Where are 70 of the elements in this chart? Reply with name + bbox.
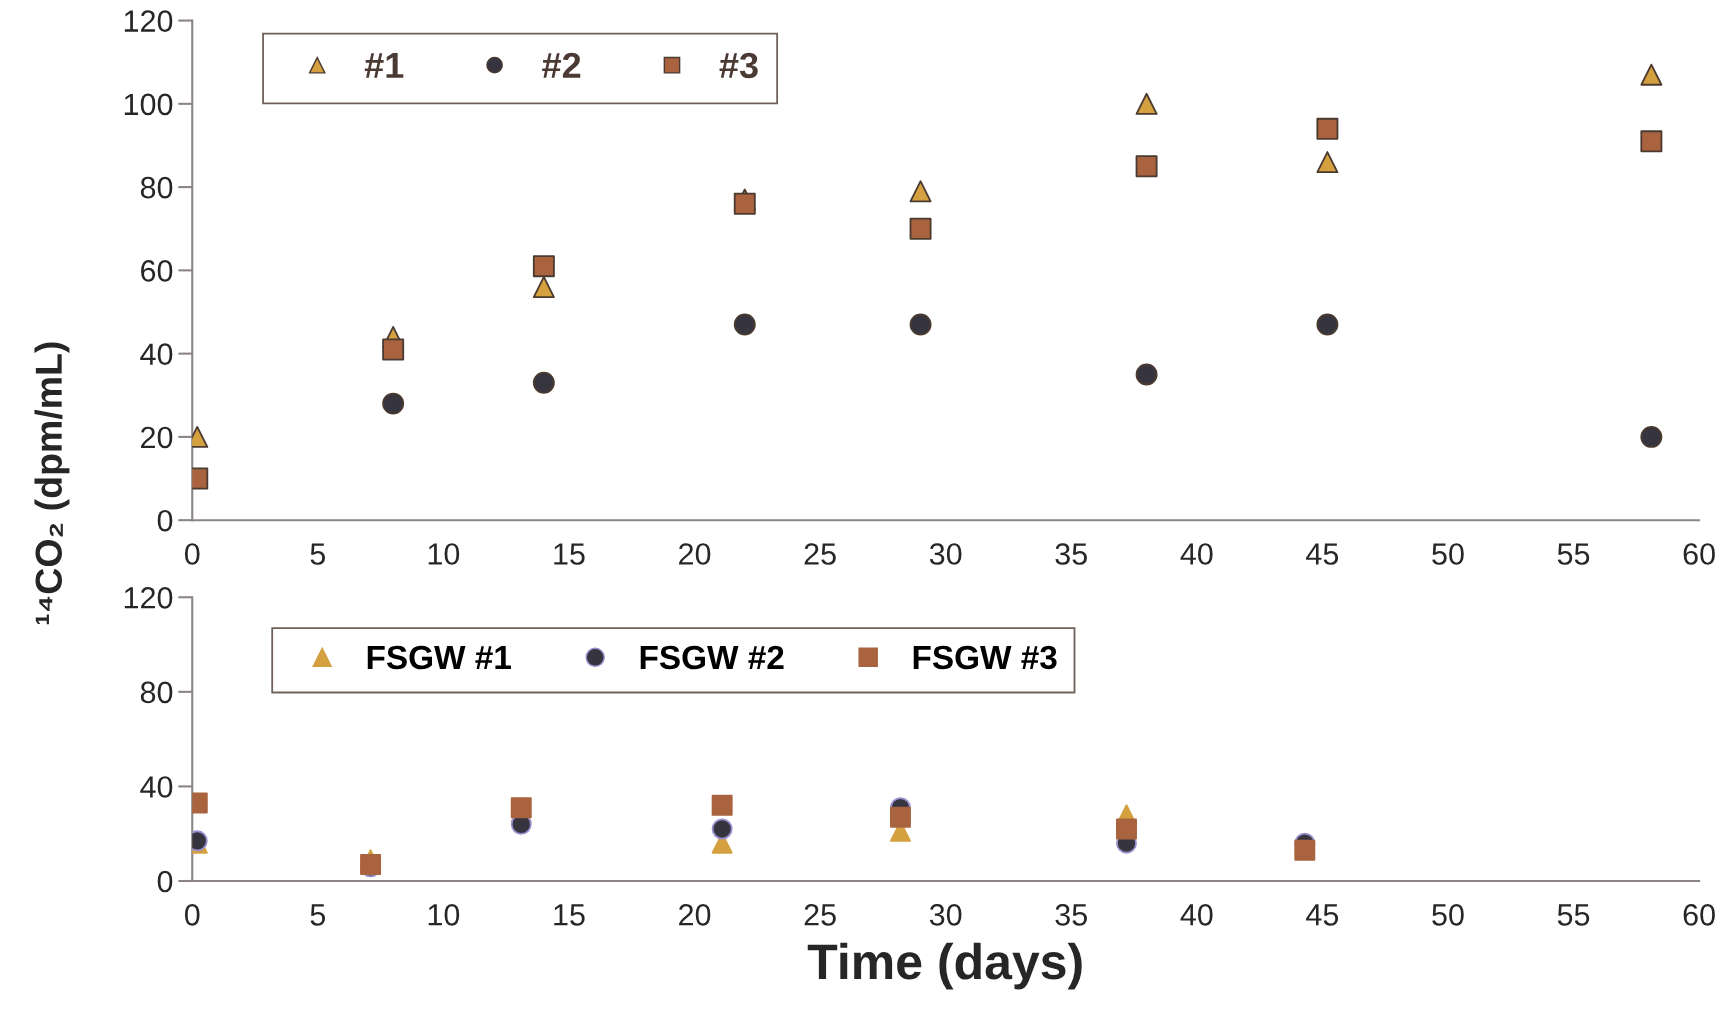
point xyxy=(532,276,555,298)
x-tick-label: 10 xyxy=(428,543,460,565)
point xyxy=(1316,117,1339,140)
x-tick-label: 30 xyxy=(929,543,962,565)
x-tick-label: 35 xyxy=(1055,904,1087,926)
x-tick-label: 25 xyxy=(804,543,836,565)
point xyxy=(889,806,911,828)
point xyxy=(1640,425,1663,448)
point xyxy=(909,180,932,203)
legend-label: FSGW #1 xyxy=(367,645,511,670)
x-tick-label: 15 xyxy=(554,904,585,926)
point xyxy=(733,313,756,336)
point xyxy=(1316,151,1339,174)
x-tick-label: 45 xyxy=(1306,904,1339,926)
point xyxy=(909,217,932,240)
point xyxy=(532,371,555,394)
x-tick-label: 0 xyxy=(184,543,200,565)
point xyxy=(1294,839,1316,861)
x-tick-label: 50 xyxy=(1432,543,1464,565)
x-tick-label: 10 xyxy=(428,904,460,926)
point xyxy=(1116,818,1137,840)
x-tick-label: 20 xyxy=(679,543,711,565)
x-tick-label: 5 xyxy=(310,904,326,926)
x-tick-label: 0 xyxy=(184,904,200,926)
x-tick-label: 55 xyxy=(1557,904,1590,926)
point xyxy=(711,794,733,816)
point xyxy=(909,313,932,336)
x-tick-label: 60 xyxy=(1683,543,1715,565)
x-tick-label: 20 xyxy=(679,904,711,926)
legend-label: FSGW #2 xyxy=(640,645,784,670)
y-tick-label: 0 xyxy=(157,870,173,893)
point xyxy=(1640,63,1663,86)
y-tick-label: 80 xyxy=(140,176,173,199)
point xyxy=(382,338,405,361)
point xyxy=(1316,313,1339,336)
point xyxy=(733,192,756,215)
legend-label: #2 xyxy=(542,52,581,78)
x-tick-label: 5 xyxy=(310,543,326,565)
x-tick-label: 25 xyxy=(804,904,836,926)
x-tick-label: 15 xyxy=(554,543,585,565)
x-tick-label: 60 xyxy=(1683,904,1715,926)
x-tick-label: 40 xyxy=(1180,904,1213,926)
y-tick-label: 0 xyxy=(157,509,173,532)
point xyxy=(711,818,733,840)
point xyxy=(1135,363,1158,386)
x-tick-label: 45 xyxy=(1306,543,1339,565)
y-tick-label: 80 xyxy=(140,681,173,704)
x-tick-label: 50 xyxy=(1432,904,1464,926)
point xyxy=(382,392,405,415)
x-tick-label: 35 xyxy=(1055,543,1087,565)
x-tick-label: 55 xyxy=(1557,543,1590,565)
legend-label: #1 xyxy=(364,53,404,78)
x-axis-title: Time (days) xyxy=(807,942,1082,990)
y-tick-label: 100 xyxy=(124,93,173,116)
legend-label: FSGW #3 xyxy=(913,645,1057,670)
y-tick-label: 40 xyxy=(140,343,173,365)
point xyxy=(532,255,555,278)
y-axis-title: ¹⁴CO₂ (dpm/mL) xyxy=(34,342,70,625)
point xyxy=(1135,92,1158,115)
y-tick-label: 60 xyxy=(141,260,173,282)
point xyxy=(1640,130,1663,153)
x-tick-label: 30 xyxy=(929,904,962,926)
point xyxy=(1135,155,1158,178)
y-tick-label: 20 xyxy=(141,426,173,449)
point xyxy=(510,797,532,819)
x-tick-label: 40 xyxy=(1180,543,1213,565)
y-tick-label: 120 xyxy=(124,587,173,609)
y-tick-label: 40 xyxy=(140,776,173,798)
y-tick-label: 120 xyxy=(124,10,173,32)
legend-label: #3 xyxy=(719,52,758,79)
